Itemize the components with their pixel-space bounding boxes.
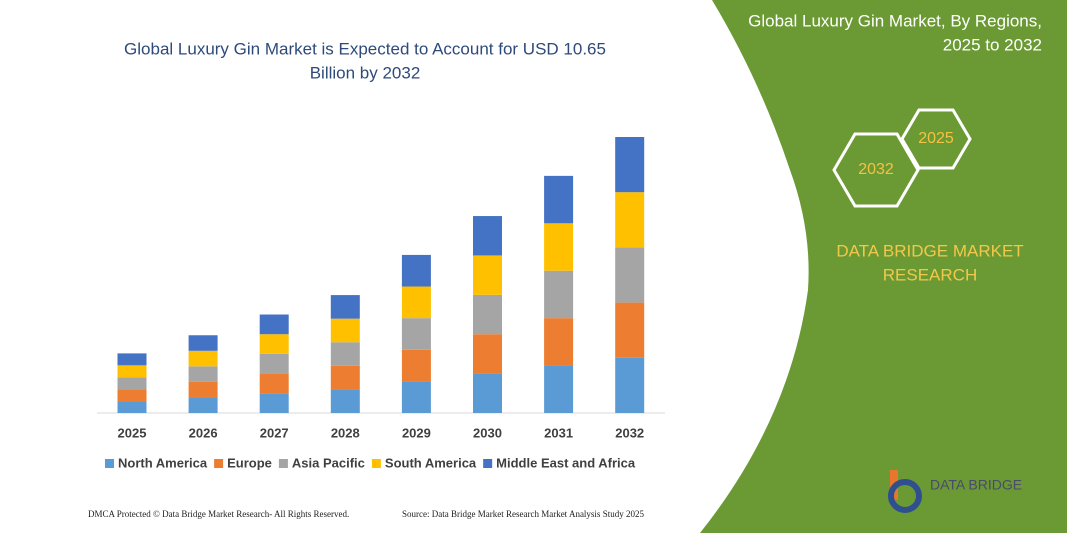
panel-title: 2025 to 2032 xyxy=(943,35,1042,54)
x-tick-label: 2027 xyxy=(260,425,289,440)
bar-segment xyxy=(188,350,218,367)
bar-segment xyxy=(188,381,218,398)
bar-segment xyxy=(473,334,502,374)
bar-segment xyxy=(544,318,574,366)
bar-segment xyxy=(615,357,645,413)
bar-segment xyxy=(473,294,502,335)
legend-swatch xyxy=(278,459,288,468)
bar-segment xyxy=(401,349,431,382)
chart-title: Billion by 2032 xyxy=(310,63,421,82)
logo: DATA BRIDGE xyxy=(888,470,1022,513)
bar-segment xyxy=(117,389,147,402)
bar-segment xyxy=(615,247,645,303)
bar-segment xyxy=(615,302,645,358)
hexagon xyxy=(900,108,972,170)
bar-segment xyxy=(117,401,147,413)
legend-label: South America xyxy=(385,455,477,470)
x-tick-label: 2029 xyxy=(402,425,431,440)
legend-swatch xyxy=(371,459,381,468)
bar-segment xyxy=(615,137,645,193)
brand-text: RESEARCH xyxy=(883,265,977,284)
bar-segment xyxy=(259,314,289,335)
bar-segment xyxy=(259,334,289,354)
x-tick-label: 2026 xyxy=(189,425,218,440)
footer-text: DMCA Protected © Data Bridge Market Rese… xyxy=(88,509,349,519)
bar-segment xyxy=(401,318,431,350)
hex-label: 2025 xyxy=(918,130,954,147)
panel-title: Global Luxury Gin Market, By Regions, xyxy=(748,11,1042,30)
bar-segment xyxy=(401,381,431,413)
bar-segment xyxy=(259,353,289,374)
bar-segment xyxy=(330,389,360,413)
bar-segment xyxy=(117,353,147,366)
bar-segment xyxy=(330,318,360,343)
bar-segment xyxy=(259,393,289,413)
bar-segment xyxy=(330,365,360,390)
bar-segment xyxy=(330,295,360,319)
bar-segment xyxy=(544,223,574,271)
hexagon xyxy=(832,132,920,208)
x-tick-label: 2030 xyxy=(473,425,502,440)
bar-segment xyxy=(544,365,574,413)
footer-text: Source: Data Bridge Market Research Mark… xyxy=(402,509,644,519)
bar-segment xyxy=(188,335,218,351)
legend-label: Asia Pacific xyxy=(292,455,365,470)
legend-swatch xyxy=(214,459,224,468)
bar-segment xyxy=(188,366,218,382)
bar-segment xyxy=(473,216,502,256)
bar-segment xyxy=(473,373,502,413)
bar-segment xyxy=(401,286,431,319)
bar-segment xyxy=(544,270,574,319)
logo-text: DATA BRIDGE xyxy=(930,477,1022,493)
side-panel xyxy=(700,0,1067,533)
bar-segment xyxy=(117,365,147,378)
legend-label: Europe xyxy=(227,455,272,470)
x-tick-label: 2031 xyxy=(544,425,573,440)
chart-title: Global Luxury Gin Market is Expected to … xyxy=(124,39,606,58)
x-tick-label: 2025 xyxy=(118,425,147,440)
bar-segment xyxy=(188,397,218,413)
bar-segment xyxy=(473,255,502,295)
x-tick-label: 2028 xyxy=(331,425,360,440)
x-tick-label: 2032 xyxy=(615,425,644,440)
hex-label: 2032 xyxy=(858,161,894,178)
bar-segment xyxy=(615,192,645,248)
bar-segment xyxy=(401,254,431,287)
bar-segment xyxy=(259,373,289,394)
bar-segment xyxy=(330,342,360,366)
legend-label: Middle East and Africa xyxy=(496,455,636,470)
logo-mark xyxy=(888,479,922,513)
legend-label: North America xyxy=(118,455,208,470)
bar-segment xyxy=(544,175,574,224)
bar-segment xyxy=(117,377,147,390)
legend-swatch xyxy=(483,459,493,468)
brand-text: DATA BRIDGE MARKET xyxy=(836,241,1023,260)
legend-swatch xyxy=(105,459,114,468)
